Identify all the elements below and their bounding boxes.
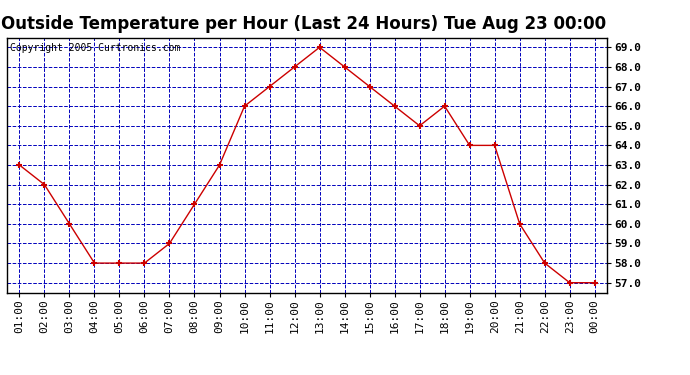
Text: Outside Temperature per Hour (Last 24 Hours) Tue Aug 23 00:00: Outside Temperature per Hour (Last 24 Ho…	[1, 15, 606, 33]
Text: Copyright 2005 Curtronics.com: Copyright 2005 Curtronics.com	[10, 43, 180, 52]
